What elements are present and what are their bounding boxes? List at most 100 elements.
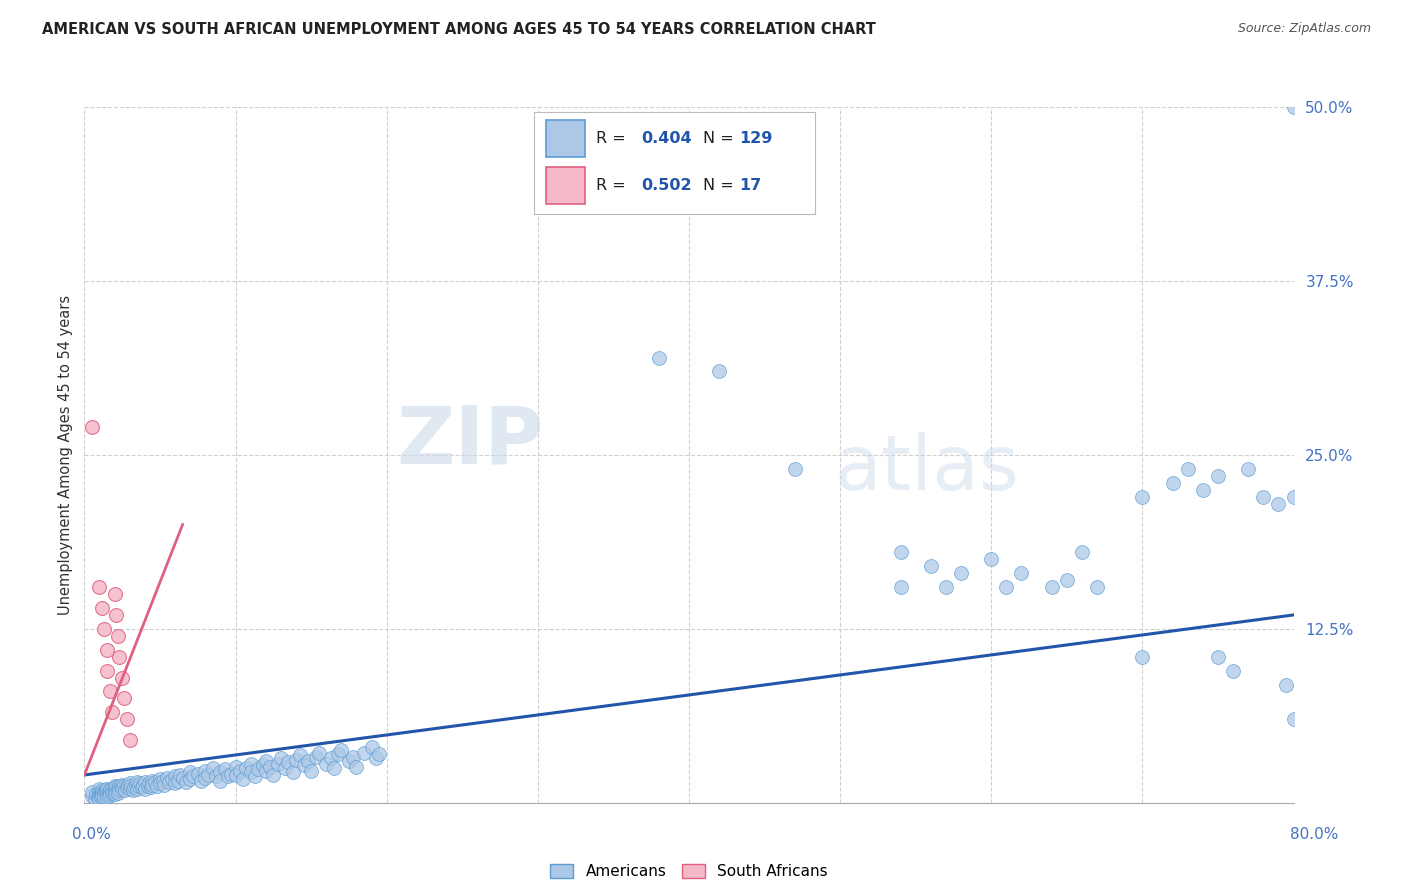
Point: [304, 750, 326, 764]
Text: ZIP: ZIP: [396, 402, 544, 480]
Point: [1010, 566, 1032, 581]
Text: 129: 129: [740, 130, 773, 145]
Point: [98, 783, 121, 797]
Point: [141, 773, 163, 788]
Point: [127, 781, 149, 796]
Point: [104, 783, 127, 797]
Point: [254, 754, 277, 768]
Point: [100, 781, 122, 796]
Point: [96, 788, 118, 802]
Point: [308, 746, 330, 760]
Point: [110, 780, 132, 795]
Point: [1056, 573, 1078, 587]
Point: [153, 778, 176, 792]
Point: [259, 759, 281, 773]
Point: [93, 622, 115, 636]
Point: [84, 791, 107, 805]
Point: [174, 775, 197, 789]
Point: [1275, 677, 1298, 691]
Point: [1161, 475, 1184, 490]
Point: [108, 649, 131, 664]
Point: [100, 706, 122, 720]
Point: [239, 756, 262, 771]
Point: [319, 751, 342, 765]
Point: [181, 769, 204, 783]
Point: [104, 587, 127, 601]
Point: [91, 601, 114, 615]
Point: [111, 671, 134, 685]
Point: [145, 775, 167, 789]
Point: [89, 580, 111, 594]
Text: R =: R =: [596, 178, 631, 193]
Point: [134, 775, 156, 789]
Point: [290, 748, 312, 763]
Point: [115, 780, 138, 795]
Point: [118, 781, 141, 796]
Point: [205, 769, 228, 783]
Text: 0.0%: 0.0%: [72, 827, 111, 841]
Point: [89, 791, 111, 805]
Point: [709, 364, 731, 378]
Point: [1191, 483, 1213, 497]
Point: [229, 764, 252, 778]
Point: [93, 785, 115, 799]
Point: [187, 766, 209, 780]
Point: [980, 552, 1002, 566]
Point: [94, 786, 117, 800]
Point: [160, 772, 183, 786]
Point: [194, 764, 217, 778]
Point: [136, 779, 159, 793]
Point: [167, 773, 190, 788]
Point: [190, 773, 212, 788]
Point: [134, 781, 156, 796]
Point: [254, 764, 277, 778]
Point: [115, 712, 138, 726]
Point: [100, 786, 122, 800]
Point: [920, 559, 942, 574]
Point: [270, 751, 292, 765]
Point: [1237, 462, 1260, 476]
Point: [91, 783, 114, 797]
Point: [322, 761, 344, 775]
Point: [80, 420, 103, 434]
Point: [890, 580, 912, 594]
Point: [1282, 712, 1305, 726]
Point: [91, 786, 114, 800]
Point: [225, 768, 247, 782]
Point: [120, 779, 142, 793]
Point: [96, 790, 118, 805]
Point: [131, 780, 153, 795]
Point: [87, 790, 110, 805]
Point: [107, 781, 129, 796]
Point: [98, 684, 121, 698]
Point: [995, 580, 1018, 594]
Point: [117, 778, 139, 792]
Point: [129, 776, 152, 790]
Point: [156, 771, 179, 785]
Point: [209, 773, 232, 788]
Point: [111, 778, 134, 792]
Point: [267, 756, 290, 771]
Point: [232, 772, 254, 786]
Point: [146, 779, 169, 793]
Point: [1085, 580, 1108, 594]
Point: [214, 763, 236, 777]
Point: [111, 781, 134, 796]
Point: [330, 743, 353, 757]
Point: [1282, 100, 1305, 114]
Point: [121, 783, 143, 797]
Point: [104, 788, 127, 802]
Point: [935, 580, 957, 594]
Point: [281, 765, 304, 780]
Point: [91, 789, 114, 803]
Text: 0.502: 0.502: [641, 178, 692, 193]
Point: [1071, 545, 1094, 559]
Point: [209, 765, 232, 780]
Point: [219, 766, 242, 780]
Text: 0.404: 0.404: [641, 130, 692, 145]
Point: [128, 779, 150, 793]
Point: [90, 790, 112, 805]
Point: [96, 664, 118, 678]
Point: [96, 642, 118, 657]
Point: [114, 783, 136, 797]
